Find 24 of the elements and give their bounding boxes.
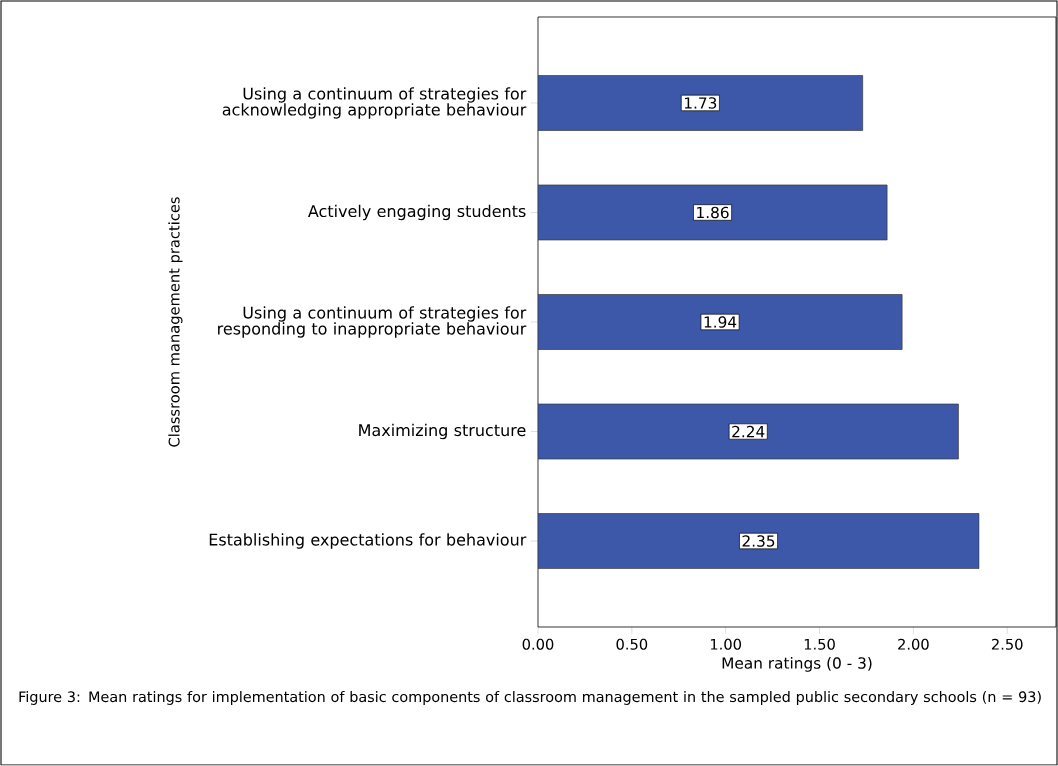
x-tick-label: 1.50 — [804, 638, 835, 650]
y-tick-label: Using a continuum of strategies for responding to inappropriate behaviour — [218, 306, 527, 338]
y-tick-label: Using a continuum of strategies for acknowledging appropriate behaviour — [222, 87, 527, 119]
data-label: 1.94 — [704, 316, 737, 328]
bar — [538, 513, 980, 569]
x-tick-label: 0.50 — [616, 638, 648, 650]
x-tick-label: 2.50 — [991, 638, 1023, 650]
y-axis-title: Classroom management practices — [168, 197, 183, 447]
bar — [538, 294, 903, 350]
bar — [538, 403, 959, 460]
data-label: 2.35 — [742, 535, 775, 547]
data-label: 1.86 — [697, 206, 729, 219]
y-tick-label: Establishing expectations for behaviour — [209, 533, 527, 549]
x-tick-label: 0.00 — [522, 638, 554, 650]
y-tick-label: Actively engaging students — [307, 204, 526, 221]
x-axis-title: Mean ratings (0 - 3) — [722, 656, 872, 672]
data-label: 1.73 — [684, 97, 717, 109]
caption: Figure 3: Mean ratings for implementation of basic components of classroom management in the sampled public secondary schools (n = 93) — [19, 691, 1041, 705]
x-tick-label: 2.00 — [898, 638, 929, 650]
x-tick-label: 1.00 — [710, 638, 742, 650]
y-tick-label: Maximizing structure — [359, 423, 526, 440]
bar — [538, 75, 864, 131]
bar — [538, 184, 888, 241]
data-label: 2.24 — [732, 425, 765, 438]
